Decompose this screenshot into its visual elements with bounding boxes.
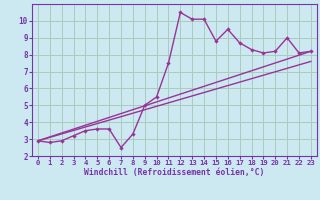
- X-axis label: Windchill (Refroidissement éolien,°C): Windchill (Refroidissement éolien,°C): [84, 168, 265, 177]
